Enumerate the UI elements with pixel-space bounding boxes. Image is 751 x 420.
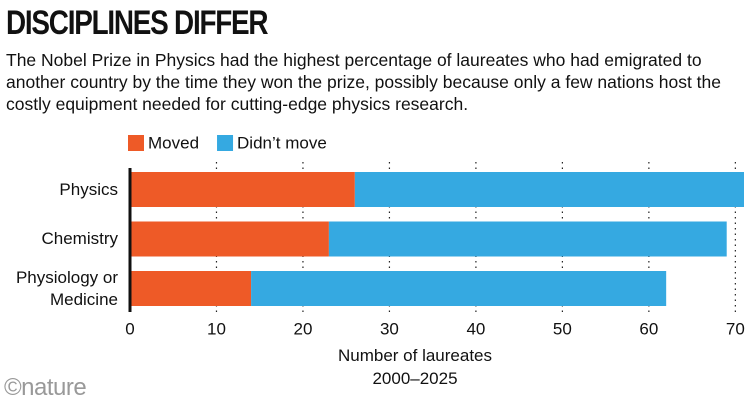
- y-tick-label: Physiology or Medicine: [15, 267, 118, 309]
- bar-segment: [328, 221, 727, 257]
- bar-segment: [130, 221, 329, 257]
- legend-swatch: [128, 135, 144, 151]
- y-tick-label: Physics: [59, 179, 118, 199]
- bar-segment: [354, 172, 744, 207]
- bar-segment: [251, 271, 667, 306]
- x-tick-label: 20: [293, 319, 312, 338]
- chart-title: DISCIPLINES DIFFER: [6, 4, 269, 42]
- chart-subtitle: The Nobel Prize in Physics had the highe…: [6, 50, 721, 114]
- source-logo: ©nature: [4, 374, 87, 401]
- x-tick-label: 40: [466, 319, 485, 338]
- legend-label: Moved: [148, 133, 199, 152]
- bar-segment: [130, 172, 355, 207]
- x-tick-label: 0: [125, 319, 134, 338]
- y-tick-label: Chemistry: [41, 229, 118, 248]
- x-tick-label: 30: [380, 319, 399, 338]
- x-axis-label: Number of laureates 2000–2025: [337, 346, 493, 388]
- x-tick-label: 60: [639, 319, 658, 338]
- x-tick-label: 10: [207, 319, 226, 338]
- x-tick-label: 70: [726, 319, 745, 338]
- legend-swatch: [217, 135, 234, 151]
- legend-label: Didn’t move: [237, 133, 327, 152]
- x-tick-label: 50: [553, 319, 572, 338]
- bar-segment: [130, 271, 252, 306]
